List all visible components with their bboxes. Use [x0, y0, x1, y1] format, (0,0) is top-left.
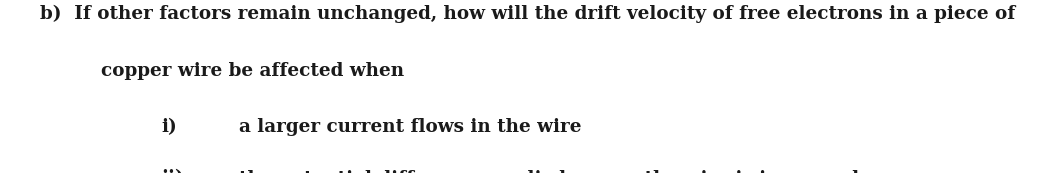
Text: copper wire be affected when: copper wire be affected when [101, 62, 404, 80]
Text: b)  If other factors remain unchanged, how will the drift velocity of free elect: b) If other factors remain unchanged, ho… [40, 5, 1015, 23]
Text: the potential difference applied across the wire is increased: the potential difference applied across … [239, 170, 858, 173]
Text: a larger current flows in the wire: a larger current flows in the wire [239, 118, 581, 136]
Text: i): i) [161, 118, 177, 136]
Text: ii): ii) [161, 170, 184, 173]
